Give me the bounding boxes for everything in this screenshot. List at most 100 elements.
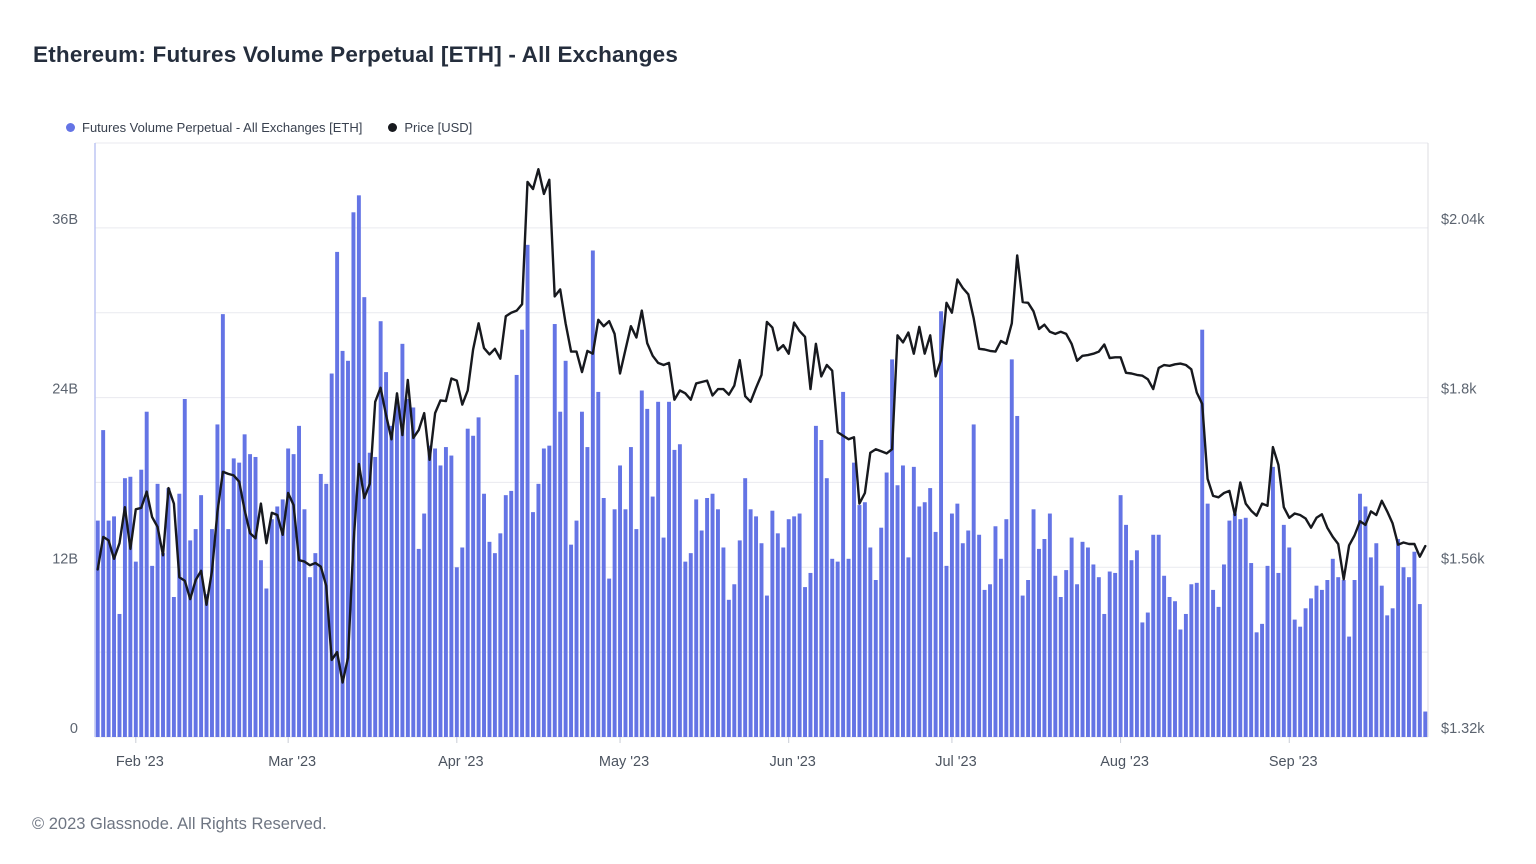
price-line [96, 167, 1427, 684]
volume-bar [1298, 626, 1303, 737]
legend-label-volume: Futures Volume Perpetual - All Exchanges… [82, 120, 363, 135]
volume-bar [1358, 493, 1362, 737]
volume-bar [901, 465, 905, 737]
volume-bar [1124, 524, 1128, 737]
volume-bar [650, 496, 655, 737]
volume-bar [166, 488, 171, 737]
volume-bar [824, 478, 829, 737]
volume-bar [1401, 567, 1406, 737]
volume-bar [716, 509, 720, 737]
volume-bar [509, 490, 514, 737]
volume-bar [427, 445, 432, 737]
volume-bar [520, 329, 525, 737]
volume-bar [1407, 577, 1411, 737]
left-axis-tick-label: 24B [52, 382, 78, 398]
volume-bar [1423, 711, 1428, 737]
volume-bar [634, 529, 639, 737]
volume-bar [808, 572, 813, 737]
volume-bar [1129, 560, 1134, 737]
volume-bar [585, 447, 590, 737]
volume-bar [1020, 595, 1025, 737]
volume-bar [1200, 329, 1205, 737]
volume-bar [1336, 577, 1341, 737]
volume-bar [1265, 565, 1270, 737]
volume-bar [857, 505, 862, 737]
volume-bar [525, 244, 530, 737]
volume-bar [297, 425, 301, 737]
volume-bar [231, 458, 236, 737]
volume-bar [1118, 495, 1123, 737]
volume-bar [253, 456, 258, 737]
volume-bar [133, 561, 138, 737]
volume-bar [416, 548, 421, 737]
month-label: Apr '23 [438, 754, 484, 770]
volume-bar [1037, 548, 1041, 737]
volume-bar [1385, 615, 1390, 737]
volume-bar [993, 526, 998, 737]
volume-bar [579, 411, 584, 737]
volume-bar [933, 531, 938, 737]
volume-bar [601, 497, 606, 737]
volume-bar [1281, 524, 1286, 737]
volume-bar [351, 212, 356, 738]
volume-bar [754, 516, 759, 737]
volume-bar [1222, 564, 1226, 737]
volume-bar [1276, 572, 1281, 737]
volume-bar [1314, 585, 1319, 737]
volume-bar [155, 483, 160, 737]
volume-bar [982, 589, 987, 737]
volume-bar [541, 448, 546, 737]
volume-bar [460, 547, 465, 737]
volume-bar [487, 541, 492, 737]
volume-bar [960, 543, 965, 737]
volume-bar [188, 540, 193, 737]
volume-bar [841, 391, 846, 737]
volume-bar [1069, 537, 1074, 737]
volume-bar [503, 495, 508, 737]
volume-bar [862, 502, 867, 737]
volume-bar [373, 456, 378, 737]
volume-bar [781, 547, 786, 737]
legend-dot-volume-icon [66, 123, 75, 132]
volume-bar [1211, 589, 1216, 737]
volume-bar [928, 488, 933, 737]
volume-bar [313, 553, 318, 737]
volume-bar [1363, 506, 1368, 737]
volume-bar [438, 465, 443, 737]
volume-bar [291, 454, 296, 737]
volume-bar [139, 469, 144, 737]
volume-bars[interactable] [95, 195, 1428, 738]
volume-bar [112, 516, 116, 737]
volume-bar [150, 565, 155, 737]
legend-item-futures-volume[interactable]: Futures Volume Perpetual - All Exchanges… [66, 120, 362, 135]
volume-bar [1075, 584, 1080, 737]
volume-bar [226, 529, 231, 737]
volume-bar [1085, 547, 1090, 737]
legend-item-price[interactable]: Price [USD] [388, 120, 472, 135]
volume-bar [1031, 509, 1036, 737]
volume-bar [558, 411, 563, 737]
volume-bar [1026, 580, 1031, 737]
volume-bar [743, 478, 748, 737]
volume-bar [324, 483, 329, 737]
volume-bar [1151, 534, 1156, 737]
volume-bar [378, 321, 383, 737]
legend-dot-price-icon [388, 123, 398, 132]
volume-bar [607, 578, 612, 737]
volume-bar [1232, 513, 1237, 737]
volume-bar [340, 350, 345, 737]
volume-bar [1058, 596, 1063, 737]
volume-bar [329, 373, 334, 737]
volume-bar [1064, 570, 1069, 737]
volume-bar [346, 360, 350, 737]
volume-bar [275, 506, 280, 737]
volume-bar [400, 343, 405, 737]
volume-bar [852, 462, 856, 737]
volume-bar [1015, 415, 1020, 737]
volume-bar [884, 472, 889, 737]
volume-bar [895, 485, 900, 737]
volume-bar [645, 408, 650, 737]
volume-bar [1178, 629, 1183, 737]
